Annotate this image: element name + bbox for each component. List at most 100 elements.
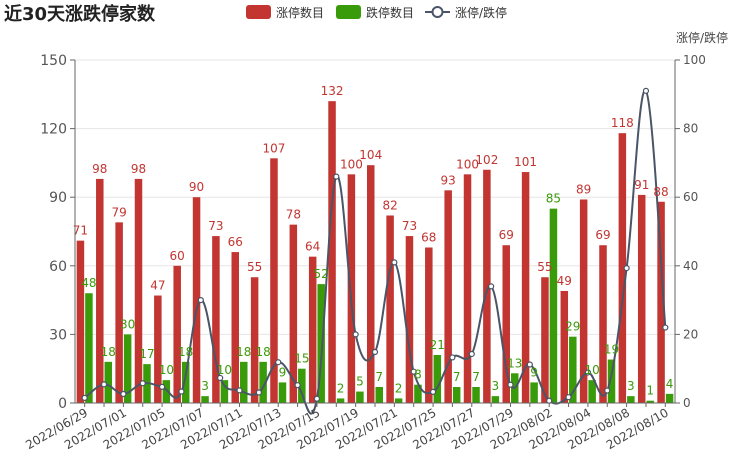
bar-down[interactable] <box>491 396 500 403</box>
bar-down[interactable] <box>414 384 422 403</box>
bar-down[interactable] <box>665 393 674 403</box>
bar-up[interactable] <box>76 240 85 403</box>
ratio-point[interactable] <box>488 283 495 290</box>
ratio-point[interactable] <box>313 395 321 402</box>
bar-up[interactable] <box>541 277 549 403</box>
bar-up[interactable] <box>308 256 317 403</box>
bar-down[interactable] <box>627 396 635 403</box>
ratio-point[interactable] <box>468 350 475 358</box>
bar-down[interactable] <box>433 354 442 403</box>
ratio-point[interactable] <box>294 382 301 389</box>
ratio-point[interactable] <box>526 361 533 368</box>
legend-label-ratio[interactable]: 涨停/跌停 <box>455 5 507 20</box>
bar-up[interactable] <box>134 178 143 403</box>
ratio-point[interactable] <box>158 383 166 390</box>
left-tick-label: 60 <box>49 259 67 275</box>
data-label-up: 98 <box>92 162 107 176</box>
bar-down[interactable] <box>472 386 480 403</box>
ratio-point[interactable] <box>449 354 456 361</box>
legend-swatch-down[interactable] <box>336 5 361 19</box>
bar-down[interactable] <box>181 361 190 403</box>
bar-up[interactable] <box>521 172 530 403</box>
bar-down[interactable] <box>220 380 229 403</box>
bar-up[interactable] <box>444 190 452 403</box>
bar-down[interactable] <box>569 336 577 403</box>
ratio-point[interactable] <box>333 173 340 180</box>
bar-up[interactable] <box>347 174 356 403</box>
ratio-point[interactable] <box>371 348 379 356</box>
bar-down[interactable] <box>278 382 287 403</box>
ratio-point[interactable] <box>410 368 417 375</box>
legend-swatch-line-marker[interactable] <box>431 6 444 18</box>
ratio-point[interactable] <box>604 387 611 394</box>
bar-down[interactable] <box>85 293 93 403</box>
ratio-point[interactable] <box>100 381 108 388</box>
ratio-point[interactable] <box>429 388 437 395</box>
ratio-point[interactable] <box>178 388 185 395</box>
bar-down[interactable] <box>317 284 325 403</box>
ratio-point[interactable] <box>217 374 224 382</box>
bar-up[interactable] <box>657 201 665 403</box>
bar-down[interactable] <box>240 361 248 403</box>
bar-down[interactable] <box>123 334 132 403</box>
ratio-point[interactable] <box>120 390 127 398</box>
bar-up[interactable] <box>425 247 433 403</box>
bar-down[interactable] <box>336 398 345 403</box>
bar-up[interactable] <box>463 174 472 403</box>
bar-down[interactable] <box>375 386 384 403</box>
bar-up[interactable] <box>289 224 298 403</box>
legend-label-down[interactable]: 跌停数目 <box>366 5 414 20</box>
bar-down[interactable] <box>530 382 538 403</box>
bar-down[interactable] <box>549 208 558 403</box>
ratio-point[interactable] <box>197 297 204 304</box>
bar-up[interactable] <box>212 236 220 403</box>
ratio-point[interactable] <box>352 331 359 338</box>
bar-up[interactable] <box>386 215 394 403</box>
bar-up[interactable] <box>96 178 104 403</box>
bar-up[interactable] <box>618 133 627 403</box>
bar-up[interactable] <box>270 158 278 403</box>
legend[interactable]: 涨停数目 跌停数目 涨停/跌停 <box>246 5 507 20</box>
bar-up[interactable] <box>154 295 162 403</box>
bar-up[interactable] <box>192 197 201 403</box>
bar-down[interactable] <box>588 380 596 403</box>
bar-down[interactable] <box>162 380 171 403</box>
bar-up[interactable] <box>502 245 510 403</box>
bar-down[interactable] <box>646 400 654 403</box>
bar-up[interactable] <box>250 277 259 403</box>
bar-down[interactable] <box>394 398 403 403</box>
ratio-point[interactable] <box>236 387 243 394</box>
legend-swatch-up[interactable] <box>246 5 271 19</box>
bar-up[interactable] <box>560 290 569 403</box>
bar-up[interactable] <box>579 199 588 403</box>
ratio-point[interactable] <box>584 369 592 376</box>
bar-up[interactable] <box>328 101 336 403</box>
bar-down[interactable] <box>104 361 113 403</box>
ratio-point[interactable] <box>565 394 572 401</box>
bar-up[interactable] <box>637 194 646 403</box>
legend-label-up[interactable]: 涨停数目 <box>276 5 324 20</box>
ratio-point[interactable] <box>507 381 514 388</box>
bar-down[interactable] <box>298 368 306 403</box>
ratio-point[interactable] <box>662 324 669 331</box>
bar-up[interactable] <box>231 252 240 403</box>
ratio-point[interactable] <box>255 389 262 396</box>
bar-up[interactable] <box>367 165 375 403</box>
bar-down[interactable] <box>356 391 364 403</box>
bar-down[interactable] <box>259 361 267 403</box>
bar-down[interactable] <box>452 386 461 403</box>
bar-up[interactable] <box>173 265 181 403</box>
bar-down[interactable] <box>201 396 209 403</box>
ratio-point[interactable] <box>391 259 398 266</box>
ratio-point[interactable] <box>81 394 88 402</box>
bar-down[interactable] <box>607 359 616 403</box>
bar-up[interactable] <box>483 169 491 403</box>
ratio-point[interactable] <box>623 264 630 272</box>
bar-up[interactable] <box>599 245 607 403</box>
ratio-point[interactable] <box>139 380 146 387</box>
ratio-point[interactable] <box>642 87 650 94</box>
bar-up[interactable] <box>405 236 414 403</box>
bar-up[interactable] <box>115 222 123 403</box>
ratio-point[interactable] <box>275 359 282 366</box>
